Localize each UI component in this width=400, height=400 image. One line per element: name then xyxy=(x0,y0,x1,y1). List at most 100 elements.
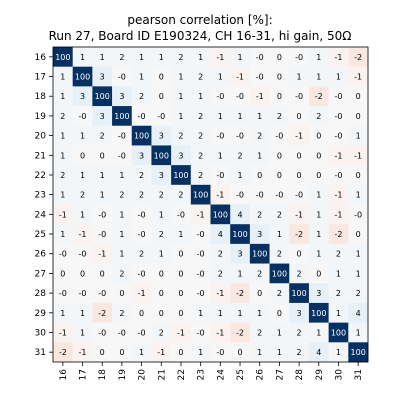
cell-value-label: 2 xyxy=(139,191,144,200)
x-tick-label: 27 xyxy=(275,369,285,380)
cell-value-label: -1 xyxy=(334,151,342,160)
cell-value-label: 0 xyxy=(178,348,183,357)
heatmap-cell xyxy=(289,224,310,245)
heatmap-cell xyxy=(269,322,290,343)
cell-value-label: 2 xyxy=(178,132,183,141)
cell-value-label: 2 xyxy=(237,151,242,160)
heatmap-cell xyxy=(112,184,133,205)
plot-frame xyxy=(52,46,369,363)
cell-value-label: 0 xyxy=(356,112,361,121)
cell-value-label: 2 xyxy=(336,250,341,259)
heatmap-cell xyxy=(210,342,231,363)
cell-value-label: 3 xyxy=(159,171,164,180)
heatmap-cell xyxy=(112,47,133,67)
cell-value-label: 0 xyxy=(159,309,164,318)
heatmap-cell xyxy=(269,243,290,264)
heatmap-cell xyxy=(72,342,93,363)
y-tick-label: 16 xyxy=(35,53,47,63)
cell-value-label: 0 xyxy=(80,269,85,278)
cell-value-label: 0 xyxy=(277,53,282,62)
cell-value-label: 1 xyxy=(80,53,85,62)
heatmap-cell xyxy=(230,302,251,323)
cell-value-label: 1 xyxy=(356,191,361,200)
heatmap-cell xyxy=(269,204,290,225)
heatmap-cell xyxy=(190,342,211,363)
cell-value-label: 1 xyxy=(277,348,282,357)
cell-value-label: 1 xyxy=(159,250,164,259)
cell-value-label: -0 xyxy=(236,132,244,141)
heatmap-cell xyxy=(328,322,349,343)
cell-value-label: 0 xyxy=(277,73,282,82)
heatmap-cell xyxy=(190,165,211,186)
heatmap-cell xyxy=(289,145,310,166)
heatmap-cell xyxy=(171,66,192,87)
cell-value-label: 1 xyxy=(316,250,321,259)
cell-value-label: -0 xyxy=(138,230,146,239)
cell-value-label: 1 xyxy=(336,73,341,82)
cell-value-label: 100 xyxy=(114,112,129,121)
cell-value-label: -1 xyxy=(334,53,342,62)
heatmap-cell xyxy=(289,66,310,87)
cell-value-label: 100 xyxy=(75,73,90,82)
cell-value-label: -1 xyxy=(216,289,224,298)
heatmap-cell xyxy=(348,106,369,127)
heatmap-cells xyxy=(53,47,369,363)
heatmap-cell xyxy=(151,283,172,304)
cell-value-label: 1 xyxy=(60,73,65,82)
cell-value-label: 1 xyxy=(257,151,262,160)
heatmap-cell xyxy=(131,106,152,127)
heatmap-cell xyxy=(249,106,270,127)
cell-value-label: -0 xyxy=(216,92,224,101)
heatmap-cell xyxy=(72,243,93,264)
heatmap-cell xyxy=(151,224,172,245)
heatmap-cell xyxy=(53,224,73,245)
heatmap-cell xyxy=(210,263,231,284)
cell-value-label: 4 xyxy=(218,230,223,239)
cell-value-label: -1 xyxy=(157,348,165,357)
heatmap-cell xyxy=(249,204,270,225)
heatmap-cell xyxy=(249,47,270,67)
cell-value-label: 2 xyxy=(178,53,183,62)
heatmap-cell xyxy=(131,125,152,146)
heatmap-cell xyxy=(269,47,290,67)
heatmap-cell xyxy=(289,302,310,323)
cell-value-label: 0 xyxy=(178,250,183,259)
cell-value-label: -0 xyxy=(98,210,106,219)
heatmap-cell xyxy=(72,86,93,107)
heatmap-cell xyxy=(348,224,369,245)
heatmap-cell xyxy=(249,86,270,107)
heatmap-cell xyxy=(112,342,133,363)
cell-value-label: 1 xyxy=(336,309,341,318)
cell-value-label: -0 xyxy=(295,53,303,62)
cell-value-label: 2 xyxy=(119,309,124,318)
cell-value-label: 1 xyxy=(316,210,321,219)
heatmap-cell xyxy=(249,342,270,363)
heatmap-cell xyxy=(328,342,349,363)
heatmap-cell xyxy=(151,86,172,107)
heatmap-cell xyxy=(190,125,211,146)
cell-value-label: -1 xyxy=(59,328,67,337)
cell-value-label: 0 xyxy=(356,171,361,180)
heatmap-cell xyxy=(289,165,310,186)
heatmap-cell xyxy=(72,125,93,146)
cell-value-label: 0 xyxy=(277,151,282,160)
cell-value-label: 1 xyxy=(80,328,85,337)
cell-value-label: 1 xyxy=(100,191,105,200)
cell-value-label: 2 xyxy=(336,289,341,298)
heatmap-cell xyxy=(348,263,369,284)
heatmap-cell xyxy=(348,66,369,87)
cell-value-label: -1 xyxy=(334,210,342,219)
heatmap-cell xyxy=(289,86,310,107)
heatmap-cell xyxy=(210,47,231,67)
heatmap-cell xyxy=(230,243,251,264)
cell-value-label: 2 xyxy=(159,230,164,239)
cell-value-label: 3 xyxy=(178,151,183,160)
heatmap-cell xyxy=(92,322,113,343)
heatmap-cell xyxy=(308,302,329,323)
heatmap-cell xyxy=(308,322,329,343)
cell-value-label: -0 xyxy=(334,112,342,121)
heatmap-cell xyxy=(328,302,349,323)
heatmap-cell xyxy=(249,302,270,323)
cell-value-label: -0 xyxy=(118,151,126,160)
